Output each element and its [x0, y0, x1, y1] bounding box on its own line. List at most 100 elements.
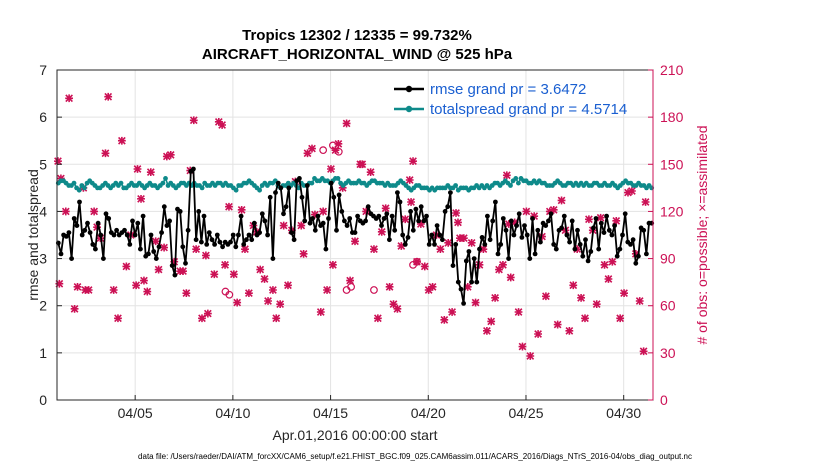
rmse-point: [437, 232, 443, 238]
spread-point: [163, 176, 168, 181]
obs-assimilated-point: [101, 149, 110, 158]
obs-assimilated-point: [192, 245, 201, 254]
obs-assimilated-point: [389, 300, 398, 309]
obs-assimilated-point: [542, 292, 550, 301]
rmse-point: [206, 230, 212, 236]
rmse-point: [79, 232, 85, 238]
rmse-point: [217, 239, 223, 245]
rmse-point: [339, 209, 345, 214]
x-axis-label: Apr.01,2016 00:00:00 start: [272, 427, 437, 443]
rmse-point: [74, 223, 80, 229]
obs-assimilated-point: [179, 267, 187, 276]
rmse-point: [95, 220, 101, 226]
rmse-point: [577, 242, 583, 247]
rmse-point: [511, 232, 517, 238]
obs-assimilated-point: [502, 171, 511, 180]
obs-assimilated-point: [416, 220, 425, 228]
obs-assimilated-point: [104, 92, 113, 101]
obs-assimilated-point: [327, 165, 335, 173]
obs-assimilated-point: [510, 218, 519, 227]
obs-assimilated-point: [420, 262, 429, 271]
rmse-point: [262, 218, 268, 224]
rmse-point: [495, 251, 501, 257]
obs-assimilated-point: [221, 260, 229, 269]
obs-assimilated-point: [114, 314, 122, 323]
rmse-point: [614, 253, 620, 259]
y-tick-label-5: 5: [39, 156, 47, 172]
obs-assimilated-point: [471, 298, 480, 307]
y2-tick-label-2: 60: [660, 298, 676, 314]
rmse-point: [230, 232, 236, 238]
obs-assimilated-point: [54, 157, 62, 166]
obs-assimilated-point: [381, 204, 390, 213]
y-axis-label: rmse and totalspread: [25, 169, 41, 301]
rmse-point: [259, 211, 265, 217]
obs-assimilated-point: [323, 286, 331, 294]
rmse-point: [440, 237, 445, 243]
spread-point: [513, 176, 519, 181]
obs-assimilated-point: [225, 202, 233, 211]
rmse-point: [424, 213, 429, 219]
rmse-point: [461, 301, 466, 306]
rmse-point: [66, 230, 72, 236]
spread-point: [508, 183, 513, 188]
rmse-point: [323, 246, 329, 252]
rmse-point: [140, 213, 146, 219]
rmse-point: [524, 232, 530, 238]
x-tick-label-5: 04/30: [606, 405, 641, 421]
rmse-point: [402, 242, 408, 247]
rmse-point: [315, 213, 321, 219]
rmse-point: [270, 256, 276, 261]
y2-axis-ticks: 0 30 60 90 120 150 180 210: [648, 62, 684, 408]
obs-assimilated-point: [557, 196, 566, 205]
obs-assimilated-point: [444, 238, 453, 247]
obs-assimilated-point: [329, 260, 337, 269]
rmse-point: [278, 185, 284, 191]
obs-assimilated-point: [479, 245, 488, 254]
obs-assimilated-point: [596, 213, 605, 222]
spread-point: [257, 187, 262, 193]
obs-assimilated-point: [140, 276, 148, 285]
rmse-point: [286, 185, 292, 191]
rmse-point: [535, 227, 541, 233]
chart-title: Tropics 12302 / 12335 = 99.732%: [242, 27, 472, 44]
rmse-point: [328, 180, 334, 186]
obs-assimilated-point: [132, 281, 141, 290]
y2-tick-label-3: 90: [660, 251, 676, 267]
rmse-point: [161, 204, 167, 210]
spread-point: [453, 183, 458, 188]
y2-tick-label-6: 180: [660, 109, 684, 125]
rmse-point: [135, 220, 141, 226]
obs-assimilated-point: [530, 212, 539, 221]
obs-assimilated-point: [514, 308, 523, 316]
obs-assimilated-point: [264, 297, 272, 305]
rmse-point: [241, 242, 247, 247]
rmse-point: [376, 213, 382, 219]
obs-assimilated-point: [456, 234, 464, 243]
rmse-point: [410, 227, 416, 233]
rmse-point: [591, 225, 596, 231]
rmse-point: [214, 232, 220, 238]
rmse-point: [275, 180, 281, 186]
obs-possible-point: [370, 286, 378, 294]
rmse-point: [469, 279, 474, 285]
obs-assimilated-point: [210, 270, 219, 279]
obs-assimilated-point: [405, 176, 414, 184]
rmse-point: [299, 194, 305, 200]
y-tick-label-0: 0: [39, 392, 47, 408]
obs-assimilated-point: [362, 207, 371, 216]
rmse-point: [593, 216, 599, 221]
rmse-point: [111, 232, 117, 238]
rmse-point: [455, 279, 461, 285]
obs-assimilated-point: [424, 286, 433, 294]
rmse-point: [442, 209, 448, 214]
rmse-point: [514, 223, 519, 229]
obs-assimilated-point: [616, 314, 625, 323]
y-tick-label-2: 2: [39, 298, 47, 314]
obs-assimilated-point: [373, 314, 382, 323]
rmse-point: [553, 246, 559, 252]
rmse-point: [246, 232, 252, 238]
obs-assimilated-point: [604, 275, 613, 283]
rmse-point: [180, 244, 186, 250]
rmse-point: [228, 239, 233, 245]
